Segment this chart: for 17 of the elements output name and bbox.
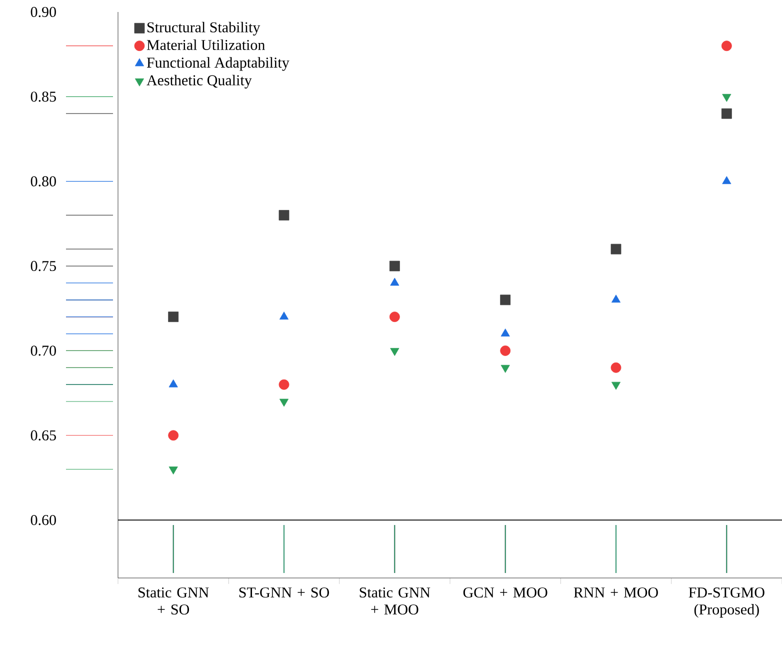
legend-label: Functional Adaptability	[146, 57, 290, 71]
x-tick-label: GCN + MOO	[463, 587, 548, 598]
x-tick-label: Static GNN + MOO	[360, 587, 430, 615]
y-tick-label: 0.85	[30, 92, 56, 102]
x-tick-label: Static GNN + SO	[138, 587, 209, 615]
legend-label: Structural Stability	[147, 22, 260, 36]
y-tick-label: 0.80	[30, 176, 56, 186]
legend-label: Material Utilization	[146, 40, 265, 50]
x-tick-label: FD-STGMO (Proposed)	[688, 587, 764, 618]
legend-label: Aesthetic Quality	[146, 74, 252, 88]
y-tick-label: 0.60	[30, 514, 56, 526]
y-tick-label: 0.70	[30, 346, 56, 356]
x-tick-label: RNN + MOO	[574, 587, 658, 598]
y-tick-label: 0.65	[30, 430, 56, 440]
y-tick-label: 0.90	[30, 6, 56, 18]
y-tick-label: 0.75	[30, 260, 56, 272]
x-tick-label: ST-GNN + SO	[239, 587, 329, 598]
